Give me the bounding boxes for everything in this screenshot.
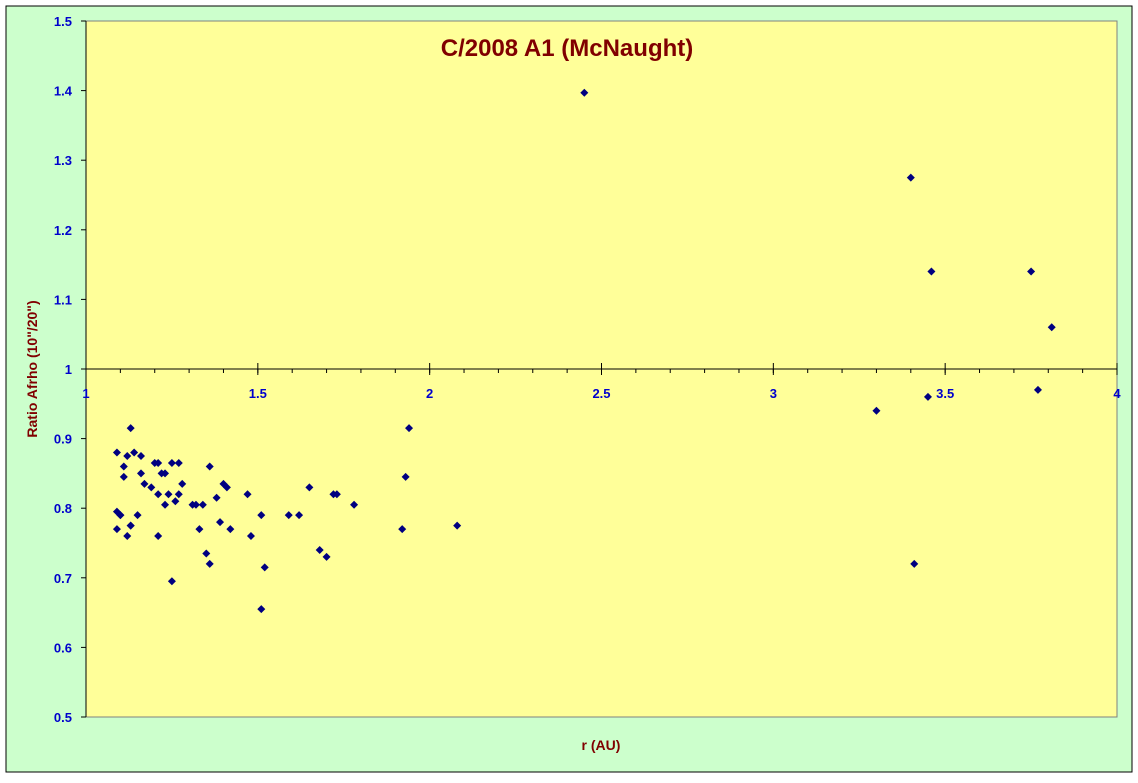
data-point xyxy=(119,472,128,481)
data-point xyxy=(257,605,266,614)
data-point xyxy=(216,518,225,527)
x-tick-label: 4 xyxy=(1113,386,1121,401)
data-point xyxy=(212,493,221,502)
data-point xyxy=(154,490,163,499)
data-point xyxy=(126,521,135,530)
data-point xyxy=(401,472,410,481)
data-point xyxy=(226,525,235,534)
data-point xyxy=(161,469,170,478)
data-point xyxy=(927,267,936,276)
data-point xyxy=(332,490,341,499)
data-point xyxy=(305,483,314,492)
data-point xyxy=(167,577,176,586)
x-tick-label: 3 xyxy=(770,386,777,401)
data-point xyxy=(205,559,214,568)
data-point xyxy=(205,462,214,471)
data-point xyxy=(140,479,149,488)
data-point xyxy=(112,448,121,457)
data-point xyxy=(405,424,414,433)
data-point xyxy=(202,549,211,558)
y-tick-label: 0.8 xyxy=(54,501,72,516)
data-point xyxy=(123,452,132,460)
x-tick-label: 2 xyxy=(426,386,433,401)
y-tick-label: 1.1 xyxy=(54,292,72,307)
y-tick-label: 0.6 xyxy=(54,640,72,655)
y-tick-label: 0.5 xyxy=(54,710,72,725)
data-point xyxy=(191,500,200,509)
data-point xyxy=(171,497,180,506)
y-tick-label: 0.7 xyxy=(54,571,72,586)
data-point xyxy=(174,458,183,467)
data-point xyxy=(453,521,462,530)
data-point xyxy=(112,525,121,534)
data-point xyxy=(246,532,255,541)
data-point xyxy=(119,462,128,471)
data-point xyxy=(315,545,324,554)
data-point xyxy=(284,511,293,520)
data-point xyxy=(243,490,252,499)
y-tick-label: 1.5 xyxy=(54,14,72,29)
x-axis-title: r (AU) xyxy=(582,737,621,753)
data-point xyxy=(178,479,187,488)
data-point xyxy=(123,532,132,541)
data-point xyxy=(872,406,881,415)
y-tick-label: 1 xyxy=(65,362,72,377)
data-point xyxy=(198,500,207,509)
data-point xyxy=(1033,385,1042,394)
data-point xyxy=(116,511,125,520)
x-tick-label: 1 xyxy=(82,386,89,401)
x-tick-label: 3.5 xyxy=(936,386,954,401)
y-tick-label: 1.4 xyxy=(54,84,73,99)
data-point xyxy=(133,511,142,520)
data-point xyxy=(906,173,915,182)
data-points xyxy=(112,88,1056,614)
data-point xyxy=(350,500,359,509)
data-point xyxy=(322,552,331,561)
data-point xyxy=(222,483,231,492)
chart-title: C/2008 A1 (McNaught) xyxy=(441,35,694,62)
data-point xyxy=(154,532,163,541)
data-point xyxy=(910,559,919,568)
y-axis-title: Ratio Afrho (10"/20") xyxy=(24,300,40,437)
y-tick-label: 1.3 xyxy=(54,153,72,168)
data-point xyxy=(260,563,269,572)
data-point xyxy=(1027,267,1036,276)
data-point xyxy=(257,511,266,520)
data-point xyxy=(167,458,176,467)
data-point xyxy=(154,458,163,467)
axes: 0.5 0.6 0.7 0.8 0.9 1 1.1 1.2 1.3 1.4 1.5 1 1.5 2 2.5 3… xyxy=(54,14,1121,725)
data-point xyxy=(126,424,135,433)
data-point xyxy=(147,483,156,492)
data-point xyxy=(295,511,304,520)
data-point xyxy=(1047,323,1056,332)
x-tick-label: 1.5 xyxy=(249,386,267,401)
data-point xyxy=(580,88,589,97)
data-point xyxy=(164,490,173,499)
x-tick-label: 2.5 xyxy=(592,386,610,401)
data-point xyxy=(130,448,139,457)
data-point xyxy=(923,392,932,401)
data-point xyxy=(136,452,145,460)
data-point xyxy=(398,525,407,534)
data-point xyxy=(174,490,183,499)
data-point xyxy=(161,500,170,509)
y-tick-label: 1.2 xyxy=(54,223,72,238)
y-tick-label: 0.9 xyxy=(54,432,72,447)
data-point xyxy=(136,469,145,478)
data-point xyxy=(195,525,204,534)
